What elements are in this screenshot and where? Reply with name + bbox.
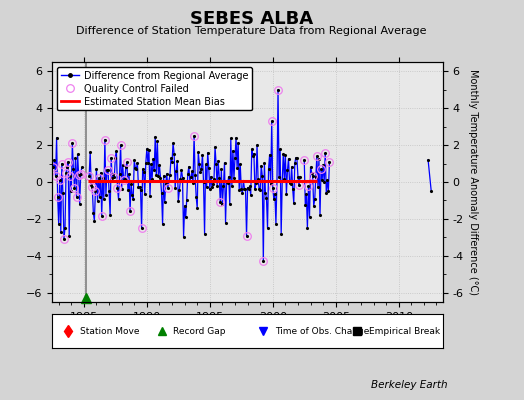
Y-axis label: Monthly Temperature Anomaly Difference (°C): Monthly Temperature Anomaly Difference (… (467, 69, 477, 295)
Text: Empirical Break: Empirical Break (368, 326, 440, 336)
Text: SEBES ALBA: SEBES ALBA (190, 10, 313, 28)
Text: Station Move: Station Move (80, 326, 139, 336)
Text: Berkeley Earth: Berkeley Earth (372, 380, 448, 390)
Legend: Difference from Regional Average, Quality Control Failed, Estimated Station Mean: Difference from Regional Average, Qualit… (57, 67, 252, 110)
Text: Record Gap: Record Gap (173, 326, 226, 336)
Text: Difference of Station Temperature Data from Regional Average: Difference of Station Temperature Data f… (77, 26, 427, 36)
Text: Time of Obs. Change: Time of Obs. Change (275, 326, 369, 336)
